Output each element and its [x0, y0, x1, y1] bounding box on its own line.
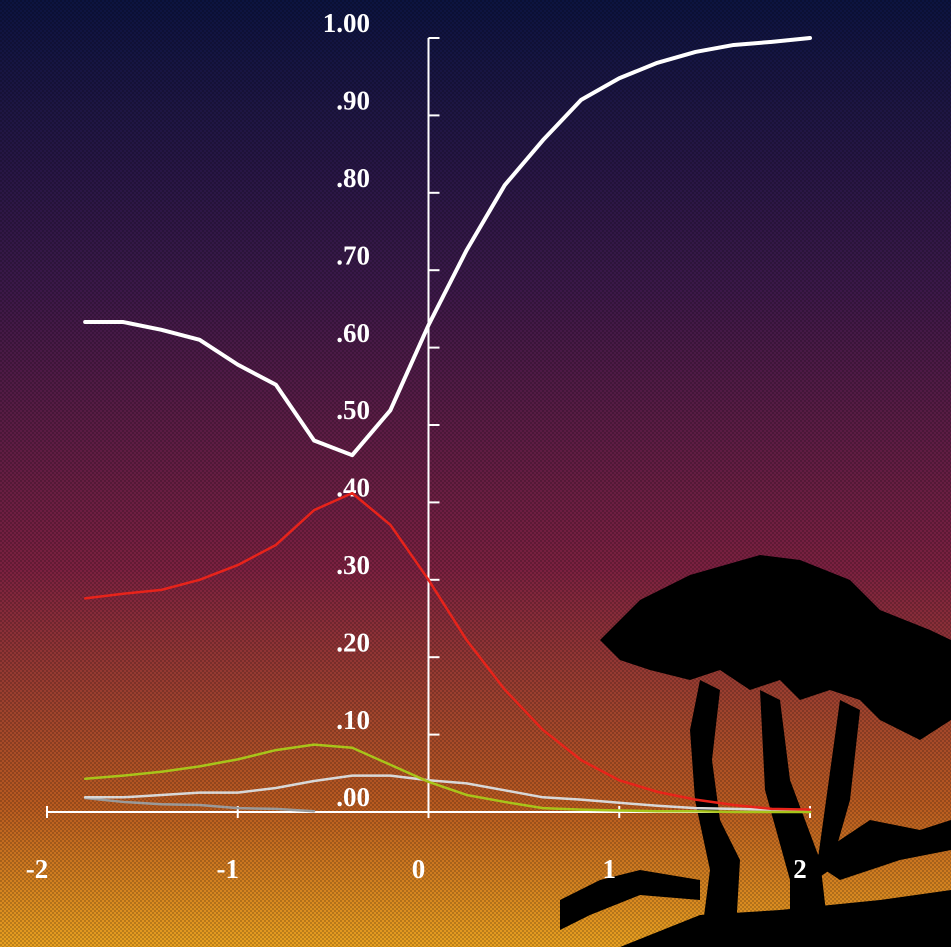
y-tick-label: .10	[336, 705, 370, 735]
x-tick-label: -1	[217, 854, 240, 884]
y-tick-label: .60	[336, 318, 370, 348]
y-tick-label: .00	[336, 782, 370, 812]
y-tick-label: .20	[336, 627, 370, 657]
y-tick-label: .70	[336, 240, 370, 270]
y-tick-label: .90	[336, 86, 370, 116]
y-tick-label: 1.00	[323, 8, 370, 38]
x-tick-label: 1	[603, 854, 617, 884]
y-tick-label: .80	[336, 163, 370, 193]
chart: .00.10.20.30.40.50.60.70.80.901.00-2-101…	[0, 0, 951, 947]
x-tick-label: 2	[793, 854, 807, 884]
x-tick-label: 0	[412, 854, 426, 884]
x-tick-label: -2	[26, 854, 49, 884]
y-tick-label: .30	[336, 550, 370, 580]
y-tick-label: .50	[336, 395, 370, 425]
background-texture	[0, 0, 951, 947]
